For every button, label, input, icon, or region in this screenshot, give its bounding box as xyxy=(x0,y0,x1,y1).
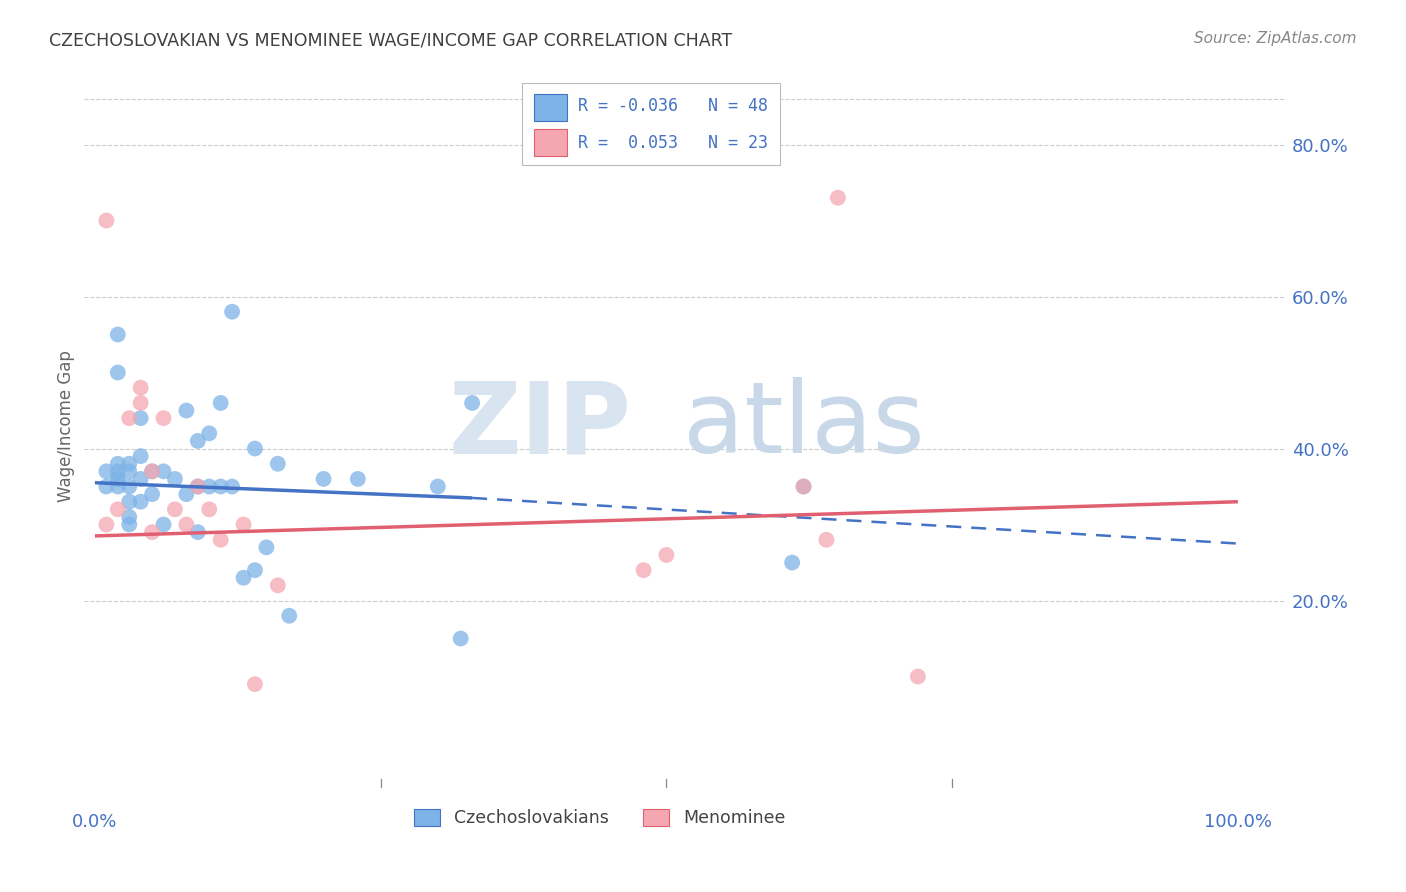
Text: 100.0%: 100.0% xyxy=(1204,814,1272,831)
Point xyxy=(118,510,141,524)
Point xyxy=(655,548,678,562)
Point xyxy=(107,502,129,516)
FancyBboxPatch shape xyxy=(533,94,567,120)
Point xyxy=(907,669,929,683)
Point xyxy=(346,472,368,486)
Point xyxy=(107,472,129,486)
Point xyxy=(96,464,118,478)
Point xyxy=(187,479,209,493)
Point xyxy=(107,464,129,478)
Point xyxy=(827,191,849,205)
Text: CZECHOSLOVAKIAN VS MENOMINEE WAGE/INCOME GAP CORRELATION CHART: CZECHOSLOVAKIAN VS MENOMINEE WAGE/INCOME… xyxy=(49,31,733,49)
Point xyxy=(312,472,335,486)
Point xyxy=(187,479,209,493)
Point xyxy=(118,457,141,471)
Point xyxy=(129,381,152,395)
Point xyxy=(187,525,209,540)
Text: atlas: atlas xyxy=(683,377,924,475)
Point xyxy=(232,517,254,532)
Point xyxy=(209,479,232,493)
Text: 0.0%: 0.0% xyxy=(72,814,118,831)
Point xyxy=(278,608,301,623)
Point xyxy=(107,327,129,342)
Point xyxy=(221,479,243,493)
Point xyxy=(96,213,118,227)
Point xyxy=(176,403,198,417)
Point xyxy=(267,578,290,592)
FancyBboxPatch shape xyxy=(533,129,567,156)
Point xyxy=(118,464,141,478)
Point xyxy=(129,449,152,463)
Point xyxy=(450,632,472,646)
Y-axis label: Wage/Income Gap: Wage/Income Gap xyxy=(58,350,75,501)
Point xyxy=(118,479,141,493)
Point xyxy=(129,472,152,486)
Point xyxy=(118,411,141,425)
Point xyxy=(461,396,484,410)
Point xyxy=(221,304,243,318)
Point xyxy=(187,434,209,448)
Point xyxy=(232,571,254,585)
Point xyxy=(152,411,174,425)
Point xyxy=(793,479,815,493)
Point xyxy=(163,472,186,486)
Point xyxy=(176,487,198,501)
Point xyxy=(198,426,221,441)
Point xyxy=(198,479,221,493)
Point xyxy=(793,479,815,493)
Point xyxy=(107,366,129,380)
Point xyxy=(815,533,838,547)
Point xyxy=(96,517,118,532)
Point xyxy=(780,556,803,570)
Point xyxy=(243,677,266,691)
Point xyxy=(267,457,290,471)
Point xyxy=(96,479,118,493)
Point xyxy=(209,533,232,547)
Point xyxy=(152,517,174,532)
Point xyxy=(118,494,141,508)
Point xyxy=(141,464,163,478)
Text: Source: ZipAtlas.com: Source: ZipAtlas.com xyxy=(1194,31,1357,46)
Point xyxy=(152,464,174,478)
Point xyxy=(129,396,152,410)
Point xyxy=(243,563,266,577)
Legend: Czechoslovakians, Menominee: Czechoslovakians, Menominee xyxy=(406,802,793,834)
Text: R =  0.053   N = 23: R = 0.053 N = 23 xyxy=(578,134,768,152)
Point xyxy=(107,457,129,471)
Point xyxy=(141,464,163,478)
Point xyxy=(243,442,266,456)
Text: R = -0.036   N = 48: R = -0.036 N = 48 xyxy=(578,96,768,115)
Text: ZIP: ZIP xyxy=(449,377,631,475)
Point xyxy=(118,517,141,532)
Point xyxy=(176,517,198,532)
Point xyxy=(426,479,449,493)
Point xyxy=(163,502,186,516)
Point xyxy=(141,487,163,501)
Point xyxy=(107,479,129,493)
Point xyxy=(107,472,129,486)
Point xyxy=(633,563,655,577)
Point xyxy=(141,525,163,540)
FancyBboxPatch shape xyxy=(522,83,779,165)
Point xyxy=(129,411,152,425)
Point xyxy=(209,396,232,410)
Point xyxy=(254,541,277,555)
Point xyxy=(198,502,221,516)
Point xyxy=(129,494,152,508)
